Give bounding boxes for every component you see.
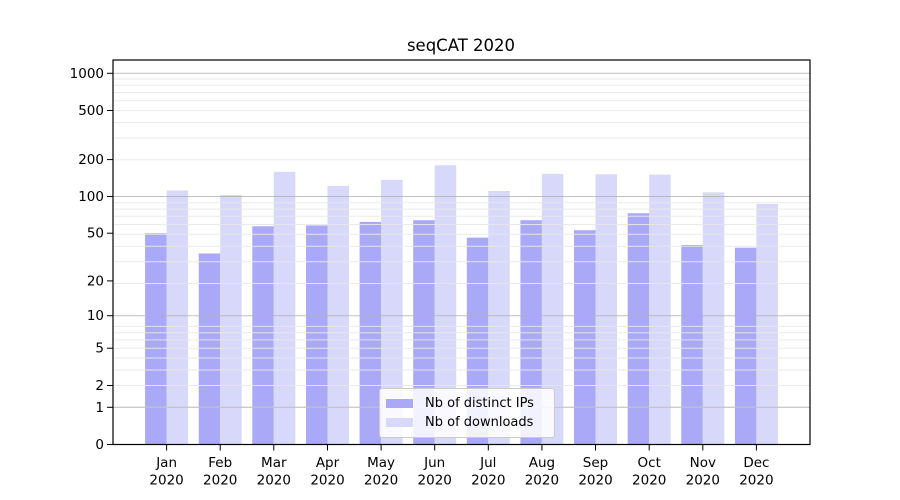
y-tick-label: 5 <box>95 341 104 357</box>
y-tick-label: 50 <box>87 226 104 242</box>
x-tick-label-month: Mar <box>261 455 287 471</box>
chart-title: seqCAT 2020 <box>406 36 516 55</box>
y-tick-label: 100 <box>78 189 104 205</box>
y-tick-label: 200 <box>78 152 104 168</box>
x-tick-label-month: Dec <box>743 455 769 471</box>
x-tick-label-month: Jun <box>423 455 445 471</box>
x-tick-label-month: Apr <box>316 455 340 471</box>
x-tick-label-year: 2020 <box>149 473 183 489</box>
legend-swatch-downloads <box>386 418 413 427</box>
x-tick-label-year: 2020 <box>418 473 452 489</box>
bar-distinct-ips <box>681 245 703 445</box>
x-tick-label-year: 2020 <box>578 473 612 489</box>
bar-downloads <box>220 195 242 445</box>
x-tick-label-month: Jan <box>155 455 177 471</box>
bar-distinct-ips <box>145 233 167 445</box>
bar-downloads <box>166 190 189 445</box>
legend: Nb of distinct IPs Nb of downloads <box>379 388 555 438</box>
legend-label-downloads: Nb of downloads <box>425 415 534 430</box>
x-tick-label-year: 2020 <box>686 473 720 489</box>
bar-distinct-ips <box>734 247 757 445</box>
y-tick-label: 10 <box>87 308 104 324</box>
bar-downloads <box>434 165 457 445</box>
x-tick-label-year: 2020 <box>310 473 344 489</box>
bar-downloads <box>595 174 617 445</box>
x-tick-label-year: 2020 <box>525 473 559 489</box>
y-tick-label: 500 <box>78 103 104 119</box>
x-tick-label-month: Nov <box>690 455 716 471</box>
bar-distinct-ips <box>306 225 328 445</box>
legend-swatch-distinct-ips <box>386 399 413 408</box>
x-tick-label-year: 2020 <box>257 473 291 489</box>
legend-label-distinct-ips: Nb of distinct IPs <box>425 396 534 411</box>
x-tick-label-month: Oct <box>638 455 661 471</box>
bar-downloads <box>756 203 778 445</box>
legend-item-distinct-ips: Nb of distinct IPs <box>386 394 548 413</box>
bar-distinct-ips <box>198 253 221 445</box>
legend-item-downloads: Nb of downloads <box>386 413 548 432</box>
bar-downloads <box>488 191 510 445</box>
y-tick-label: 2 <box>95 378 104 394</box>
bar-downloads <box>541 173 564 445</box>
x-tick-label-year: 2020 <box>471 473 505 489</box>
x-tick-label-year: 2020 <box>364 473 398 489</box>
x-tick-label-month: Jul <box>479 455 496 471</box>
x-tick-label-month: Feb <box>208 455 232 471</box>
x-tick-label-year: 2020 <box>632 473 666 489</box>
bar-distinct-ips <box>574 230 596 445</box>
plot-border <box>112 59 811 446</box>
bar-distinct-ips <box>252 226 274 445</box>
y-tick-label: 0 <box>95 437 104 453</box>
x-tick-label-month: Aug <box>529 455 555 471</box>
x-tick-label-year: 2020 <box>203 473 237 489</box>
x-tick-label-year: 2020 <box>739 473 773 489</box>
y-tick-label: 1000 <box>70 66 104 82</box>
y-tick-label: 1 <box>95 400 104 416</box>
bar-downloads <box>702 192 725 445</box>
bar-downloads <box>649 174 671 445</box>
bar-downloads <box>273 171 296 445</box>
x-tick-label-month: May <box>367 455 395 471</box>
bar-distinct-ips <box>627 213 650 445</box>
y-tick-label: 20 <box>87 273 104 289</box>
x-tick-label-month: Sep <box>583 455 608 471</box>
